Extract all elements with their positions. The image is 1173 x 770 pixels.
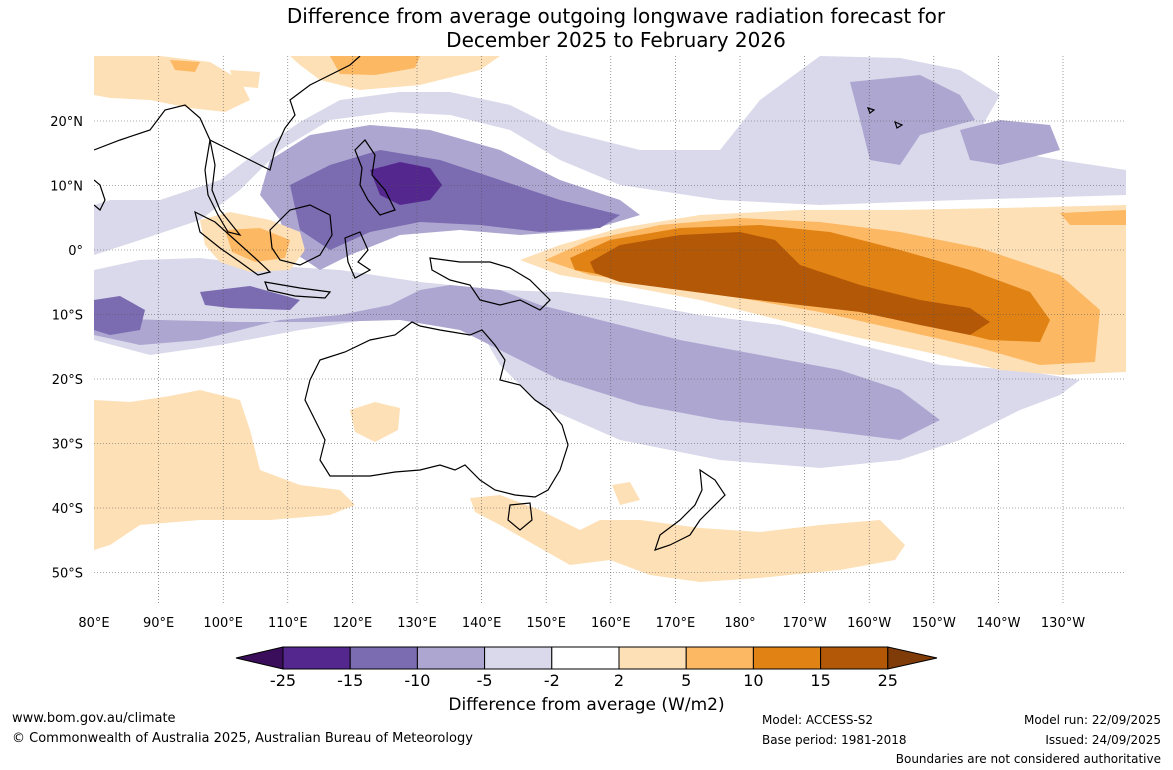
- tasmania-coastline: [507, 502, 533, 531]
- sumatra-coastline: [194, 210, 272, 276]
- asia-coastline: [94, 56, 361, 171]
- colorbar: [235, 646, 938, 670]
- borneo-coastline: [269, 204, 333, 266]
- new-zealand-coastline: [654, 468, 726, 551]
- anomaly-region-mid-purple-hawaii: [850, 75, 1060, 165]
- gridlines: [94, 56, 1126, 604]
- colorbar-segment: [752, 646, 822, 670]
- anomaly-region-dark-purple-indian: [94, 286, 300, 335]
- longitude-label: 130°E: [397, 616, 437, 631]
- colorbar-segment: [349, 646, 418, 670]
- colorbar-segment: [820, 646, 889, 670]
- latitude-label: 10°N: [50, 180, 83, 195]
- hawaii-islands: [866, 107, 904, 129]
- colorbar-tick-label: 25: [877, 671, 898, 690]
- coastlines: [94, 56, 904, 551]
- model-run-date: Model run: 22/09/2025: [1023, 713, 1161, 727]
- longitude-label: 120°E: [333, 616, 373, 631]
- anomaly-region-mid-orange-north: [170, 56, 420, 75]
- website-link[interactable]: www.bom.gov.au/climate: [12, 711, 176, 726]
- latitude-label: 50°S: [52, 567, 83, 582]
- sulawesi-coastline: [344, 231, 372, 279]
- longitude-label: 90°E: [143, 616, 174, 631]
- boundaries-disclaimer: Boundaries are not considered authoritat…: [895, 752, 1161, 766]
- colorbar-tick-label: 5: [681, 671, 692, 690]
- anomaly-region-brown-pacific-core: [590, 232, 990, 335]
- colorbar-segment: [685, 646, 754, 670]
- longitude-label: 110°E: [268, 616, 308, 631]
- longitude-label: 150°E: [526, 616, 566, 631]
- colorbar-tick-label: -5: [476, 671, 493, 690]
- anomaly-region-deep-purple-core: [370, 162, 442, 205]
- colorbar-tick-label: -15: [337, 671, 364, 690]
- india-coastline: [94, 179, 106, 211]
- latitude-label: 0°: [68, 244, 83, 259]
- longitude-label: 150°W: [912, 616, 956, 631]
- colorbar-tick-label: -25: [269, 671, 297, 690]
- longitude-label: 100°E: [203, 616, 243, 631]
- longitude-label: 140°W: [976, 616, 1020, 631]
- base-period: Base period: 1981-2018: [762, 733, 907, 747]
- colorbar-segment: [484, 646, 553, 670]
- anomaly-region-mid-orange-maritime: [225, 228, 290, 262]
- colorbar-tick-label: -10: [404, 671, 431, 690]
- colorbar-max-arrow: [887, 646, 938, 670]
- issued-date: Issued: 24/09/2025: [1045, 733, 1161, 747]
- longitude-label: 140°E: [462, 616, 502, 631]
- anomaly-region-light-orange-south-pacific: [470, 482, 905, 582]
- philippines-coastline: [354, 139, 396, 216]
- colorbar-min-arrow: [235, 646, 284, 670]
- anomaly-region-mid-purple-west: [94, 285, 940, 440]
- colorbar-segment: [416, 646, 486, 670]
- longitude-label: 130°W: [1041, 616, 1085, 631]
- anomaly-region-light-orange-south-indian: [94, 390, 355, 550]
- colorbar-segment: [618, 646, 687, 670]
- colorbar-tick-label: 15: [810, 671, 831, 690]
- colorbar-segment: [282, 646, 351, 670]
- latitude-label: 20°N: [50, 115, 83, 130]
- latitude-label: 10°S: [52, 309, 83, 324]
- model-name: Model: ACCESS-S2: [762, 713, 874, 727]
- colorbar-tick-label: 2: [613, 671, 625, 690]
- copyright-text: © Commonwealth of Australia 2025, Austra…: [12, 731, 473, 746]
- anomaly-region-light-orange-australia: [350, 402, 400, 442]
- anomaly-field: [94, 56, 1126, 604]
- longitude-label: 180°: [724, 616, 755, 631]
- longitude-label: 170°E: [656, 616, 696, 631]
- colorbar-tick-label: -2: [543, 671, 560, 690]
- longitude-label: 160°E: [591, 616, 631, 631]
- colorbar-title: Difference from average (W/m2): [448, 695, 725, 715]
- latitude-label: 30°S: [52, 438, 83, 453]
- longitude-label: 170°W: [783, 616, 827, 631]
- longitude-label: 80°E: [78, 616, 109, 631]
- title-line-1: Difference from average outgoing longwav…: [286, 4, 946, 28]
- australia-coastline: [304, 321, 569, 498]
- latitude-label: 40°S: [52, 502, 83, 517]
- java-coastline: [264, 281, 332, 299]
- longitude-label: 160°W: [847, 616, 891, 631]
- new-guinea-coastline: [429, 257, 551, 311]
- latitude-label: 20°S: [52, 373, 83, 388]
- longitude-labels: 80°E 90°E 100°E 110°E 120°E 130°E 140°E 150°E 16…: [78, 616, 1085, 631]
- title-line-2: December 2025 to February 2026: [446, 28, 786, 52]
- malay-peninsula-coastline: [204, 139, 242, 237]
- colorbar-tick-label: 10: [743, 671, 764, 690]
- latitude-labels: 20°N 10°N 0° 10°S 20°S 30°S 40°S 50°S: [50, 115, 83, 582]
- chart-title: Difference from average outgoing longwav…: [0, 4, 1173, 52]
- colorbar-segment: [551, 646, 620, 670]
